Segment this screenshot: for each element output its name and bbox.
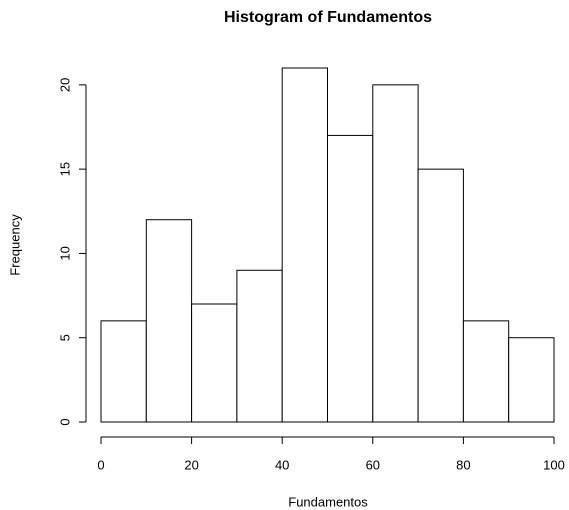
bar: [281, 67, 329, 423]
bar: [462, 320, 510, 423]
bar: [327, 134, 374, 423]
y-axis-label: Frequency: [7, 214, 22, 276]
y-tick-label: 20: [57, 78, 72, 92]
bar: [372, 84, 419, 423]
y-tick-label: 5: [57, 334, 72, 341]
bar: [191, 303, 238, 423]
x-tick-label: 40: [275, 457, 289, 472]
x-tick-label: 80: [456, 457, 470, 472]
x-tick-label: 100: [543, 457, 565, 472]
y-tick-label: 0: [57, 418, 72, 425]
bar: [508, 337, 555, 423]
bar: [145, 219, 193, 423]
chart-title: Histogram of Fundamentos: [224, 9, 432, 26]
bar: [236, 269, 283, 423]
bar: [100, 320, 147, 423]
bar: [417, 168, 464, 423]
x-tick-label: 60: [366, 457, 380, 472]
x-axis-label: Fundamentos: [288, 494, 368, 509]
y-tick-label: 15: [57, 162, 72, 176]
y-tick-label: 10: [57, 246, 72, 260]
x-tick-label: 0: [97, 457, 104, 472]
x-tick-label: 20: [184, 457, 198, 472]
